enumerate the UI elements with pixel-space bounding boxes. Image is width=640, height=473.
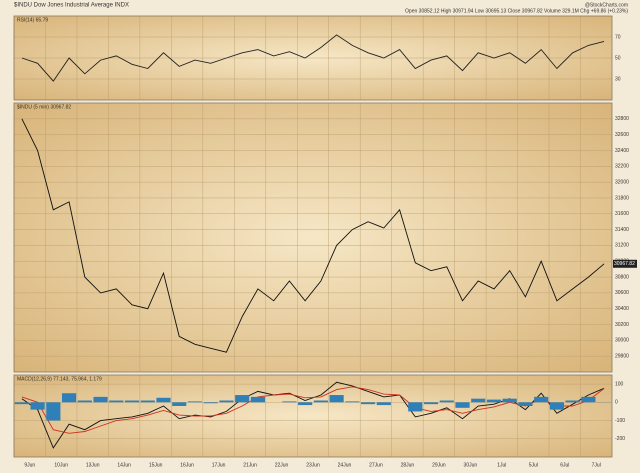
histogram-bar — [124, 400, 140, 403]
header-title: $INDU Dow Jones Industrial Average INDX — [14, 3, 129, 9]
y-tick-label: 70 — [615, 34, 621, 40]
y-tick-label: 50 — [615, 55, 621, 61]
histogram-bar — [250, 396, 266, 403]
x-tick-label: 13Jun — [86, 462, 100, 468]
x-tick-label: 23Jun — [306, 462, 320, 468]
x-tick-label: 14Jun — [117, 462, 131, 468]
y-tick-label: 32800 — [615, 116, 629, 122]
histogram-bar — [187, 401, 203, 403]
series-line — [21, 386, 605, 434]
histogram-bar — [30, 402, 45, 410]
x-tick-label: 30Jun — [464, 462, 478, 468]
histogram-bar — [376, 402, 391, 406]
histogram-bar — [518, 402, 533, 406]
panel-frame — [13, 15, 613, 101]
y-tick-label: 30600 — [615, 290, 629, 296]
histogram-bar — [109, 400, 124, 403]
histogram-bar — [360, 402, 376, 405]
histogram-bar — [439, 400, 454, 403]
histogram-bar — [93, 396, 108, 403]
header-source: @StockCharts.com — [585, 2, 628, 8]
y-tick-label: 30400 — [615, 306, 629, 312]
histogram-bar — [502, 398, 517, 403]
y-tick-label: 32400 — [615, 148, 629, 154]
series-line — [21, 118, 605, 353]
panel-title: $INDU (5 min) 30967.82 — [17, 104, 71, 110]
histogram-bar — [549, 402, 565, 410]
last-price-box — [613, 259, 637, 268]
x-tick-label: 28Jun — [401, 462, 415, 468]
panel-title: MACD(12,26,9) 77.143, 75.964, 1.179 — [17, 376, 102, 382]
x-tick-label: 16Jun — [180, 462, 194, 468]
x-tick-label: 1Jul — [497, 462, 506, 468]
x-tick-label: 27Jun — [369, 462, 383, 468]
histogram-bar — [534, 396, 549, 403]
histogram-bar — [156, 397, 171, 403]
y-tick-label: 30800 — [615, 274, 629, 280]
header-quote: Open 30852.12 High 30971.94 Low 30695.13… — [405, 8, 628, 14]
x-tick-label: 9Jun — [24, 462, 35, 468]
histogram-bar — [423, 402, 439, 405]
panel-background — [14, 375, 612, 457]
x-tick-label: 17Jun — [212, 462, 226, 468]
histogram-bar — [14, 402, 29, 405]
y-tick-label: 31600 — [615, 211, 629, 217]
histogram-bar — [140, 400, 155, 403]
y-tick-label: 31400 — [615, 227, 629, 233]
histogram-bar — [203, 402, 218, 404]
y-tick-label: 31800 — [615, 195, 629, 201]
panel-background — [14, 103, 612, 372]
y-tick-label: 32000 — [615, 179, 629, 185]
y-tick-label: 29800 — [615, 354, 629, 360]
histogram-bar — [329, 395, 344, 403]
x-tick-label: 7Jul — [592, 462, 601, 468]
histogram-bar — [61, 393, 77, 403]
histogram-bar — [282, 401, 297, 403]
x-tick-label: 24Jun — [338, 462, 352, 468]
y-tick-label: 32600 — [615, 132, 629, 138]
x-tick-label: 29Jun — [432, 462, 446, 468]
x-tick-label: 6Jul — [560, 462, 569, 468]
histogram-bar — [486, 399, 502, 403]
histogram-bar — [46, 402, 61, 421]
y-tick-label: 0 — [615, 400, 618, 406]
series-line — [21, 34, 605, 82]
histogram-bar — [471, 398, 486, 403]
histogram-bar — [313, 400, 328, 403]
y-tick-label: 30 — [615, 76, 621, 82]
y-tick-label: 100 — [615, 381, 624, 387]
x-tick-label: 22Jun — [275, 462, 289, 468]
x-tick-label: 5Jul — [529, 462, 538, 468]
histogram-bar — [581, 396, 596, 403]
x-tick-label: 21Jun — [243, 462, 257, 468]
histogram-bar — [77, 400, 92, 403]
x-tick-label: 10Jun — [54, 462, 68, 468]
y-tick-label: -100 — [615, 418, 625, 424]
histogram-bar — [455, 402, 470, 408]
histogram-bar — [235, 395, 250, 403]
y-tick-label: -200 — [615, 436, 625, 442]
y-tick-label: 30000 — [615, 338, 629, 344]
panel-title: RSI(14) 65.79 — [17, 17, 48, 23]
last-price-label: 30967.82 — [614, 261, 635, 267]
histogram-bar — [219, 400, 234, 403]
histogram-bar — [345, 401, 360, 403]
panel-frame — [13, 102, 613, 373]
histogram-bar — [172, 402, 187, 406]
histogram-bar — [298, 402, 313, 406]
y-tick-label: 30200 — [615, 322, 629, 328]
x-tick-label: 15Jun — [149, 462, 163, 468]
y-tick-label: 32200 — [615, 164, 629, 170]
histogram-bar — [408, 402, 423, 412]
histogram-bar — [565, 400, 580, 403]
y-tick-label: 31200 — [615, 243, 629, 249]
panel-frame — [13, 374, 613, 458]
